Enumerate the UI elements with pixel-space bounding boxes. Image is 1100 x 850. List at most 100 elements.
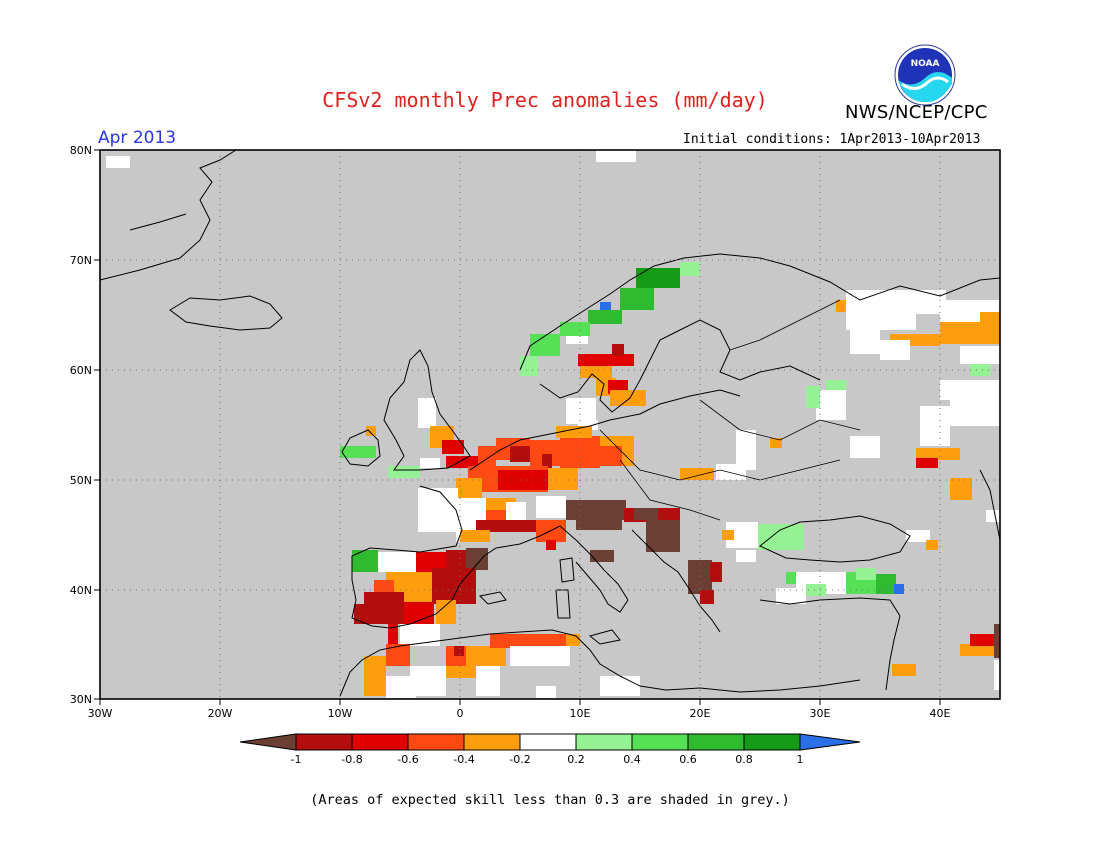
lon-label: 20E bbox=[690, 707, 711, 720]
anomaly-cell bbox=[940, 380, 1000, 400]
anomaly-cell bbox=[364, 656, 386, 696]
anomaly-cell bbox=[456, 478, 482, 498]
anomaly-cell bbox=[746, 522, 758, 548]
anomaly-cell bbox=[566, 634, 580, 646]
anomaly-cell bbox=[578, 354, 634, 366]
anomaly-cell bbox=[876, 574, 896, 594]
anomaly-cell bbox=[836, 300, 846, 312]
anomaly-cell bbox=[960, 644, 1000, 656]
anomaly-cell bbox=[560, 322, 590, 336]
anomaly-cell bbox=[600, 676, 640, 696]
chart-title: CFSv2 monthly Prec anomalies (mm/day) bbox=[322, 88, 768, 112]
anomaly-cell bbox=[636, 268, 680, 288]
lon-label: 30W bbox=[88, 707, 113, 720]
colorbar-segment bbox=[743, 733, 801, 751]
colorbar-label: 0.8 bbox=[735, 753, 753, 766]
colorbar-label: 0.4 bbox=[623, 753, 641, 766]
anomaly-cell bbox=[994, 624, 1000, 658]
lat-label: 60N bbox=[70, 364, 92, 377]
agency-label: NWS/NCEP/CPC bbox=[845, 102, 988, 123]
anomaly-cell bbox=[960, 346, 1000, 364]
colorbar-label: 0.6 bbox=[679, 753, 697, 766]
anomaly-cell bbox=[446, 666, 476, 678]
anomaly-cell bbox=[850, 436, 880, 458]
anomaly-cell bbox=[106, 156, 130, 168]
lat-label: 70N bbox=[70, 254, 92, 267]
anomaly-cell bbox=[436, 600, 456, 624]
anomaly-cell bbox=[620, 288, 654, 310]
anomaly-cell bbox=[920, 406, 950, 446]
colorbar-segment bbox=[239, 733, 297, 751]
anomaly-cell bbox=[460, 530, 490, 542]
anomaly-cell bbox=[542, 454, 552, 468]
lon-label: 30E bbox=[810, 707, 831, 720]
anomaly-cell bbox=[454, 646, 464, 656]
anomaly-cell bbox=[352, 550, 378, 572]
anomaly-cell bbox=[816, 390, 846, 420]
colorbar-segment bbox=[407, 733, 465, 751]
anomaly-cell bbox=[806, 584, 826, 596]
graticule bbox=[100, 150, 1000, 699]
anomaly-cell bbox=[530, 334, 560, 356]
colorbar-segment bbox=[351, 733, 409, 751]
anomaly-cell bbox=[476, 666, 500, 696]
lat-label: 50N bbox=[70, 474, 92, 487]
anomaly-cell bbox=[386, 676, 416, 698]
colorbar-segment bbox=[463, 733, 521, 751]
map-background bbox=[100, 150, 1000, 699]
anomaly-cell bbox=[510, 446, 532, 462]
anomaly-cell bbox=[598, 446, 622, 466]
anomaly-cell bbox=[498, 470, 548, 490]
anomaly-cell bbox=[588, 310, 622, 324]
anomaly-cell bbox=[758, 524, 804, 550]
coastlines bbox=[99, 149, 1001, 697]
anomaly-cell bbox=[560, 436, 600, 468]
footnote: (Areas of expected skill less than 0.3 a… bbox=[310, 792, 790, 808]
anomaly-cell bbox=[418, 398, 436, 428]
anomaly-cell bbox=[736, 430, 756, 470]
anomaly-cell bbox=[388, 624, 398, 644]
anomaly-cell bbox=[722, 530, 734, 540]
anomaly-cell bbox=[726, 522, 746, 548]
anomaly-cell bbox=[950, 478, 972, 500]
colorbar-label: -0.2 bbox=[509, 753, 530, 766]
lon-label: 10E bbox=[570, 707, 591, 720]
anomaly-cell bbox=[970, 364, 990, 376]
anomaly-cell bbox=[404, 602, 434, 624]
anomaly-cell bbox=[826, 380, 846, 390]
colorbar-label: -0.4 bbox=[453, 753, 474, 766]
anomaly-cell bbox=[770, 438, 782, 448]
initial-conditions: Initial conditions: 1Apr2013-10Apr2013 bbox=[683, 132, 981, 147]
logo-lettering: NOAA bbox=[911, 59, 940, 69]
anomaly-cell bbox=[466, 646, 506, 666]
colorbar-segment bbox=[295, 733, 353, 751]
anomaly-cell bbox=[388, 466, 420, 478]
anomaly-cell bbox=[418, 488, 458, 532]
anomaly-cell bbox=[546, 540, 556, 550]
anomaly-cell bbox=[850, 330, 880, 354]
anomaly-cell bbox=[340, 446, 376, 458]
anomaly-cell bbox=[510, 646, 570, 666]
anomaly-cell bbox=[970, 634, 994, 646]
lat-label: 30N bbox=[70, 693, 92, 706]
map-frame bbox=[99, 149, 1001, 700]
colorbar-segment bbox=[687, 733, 745, 751]
anomaly-cell bbox=[476, 520, 536, 532]
anomaly-cell bbox=[980, 312, 1000, 324]
anomaly-cell bbox=[940, 322, 1000, 344]
lat-label: 80N bbox=[70, 144, 92, 157]
colorbar-segment bbox=[519, 733, 577, 751]
anomaly-cell bbox=[600, 302, 611, 311]
anomaly-cell bbox=[580, 366, 612, 378]
anomaly-cell bbox=[776, 588, 806, 604]
colorbar-label: 1 bbox=[797, 753, 804, 766]
anomaly-cell bbox=[880, 340, 910, 360]
anomaly-cell bbox=[466, 548, 488, 570]
lon-label: 20W bbox=[208, 707, 233, 720]
colorbar-label: -0.8 bbox=[341, 753, 362, 766]
anomaly-cell bbox=[596, 150, 636, 162]
colorbar-segment bbox=[575, 733, 633, 751]
anomaly-cell bbox=[736, 550, 756, 562]
anomaly-cell bbox=[520, 634, 566, 646]
